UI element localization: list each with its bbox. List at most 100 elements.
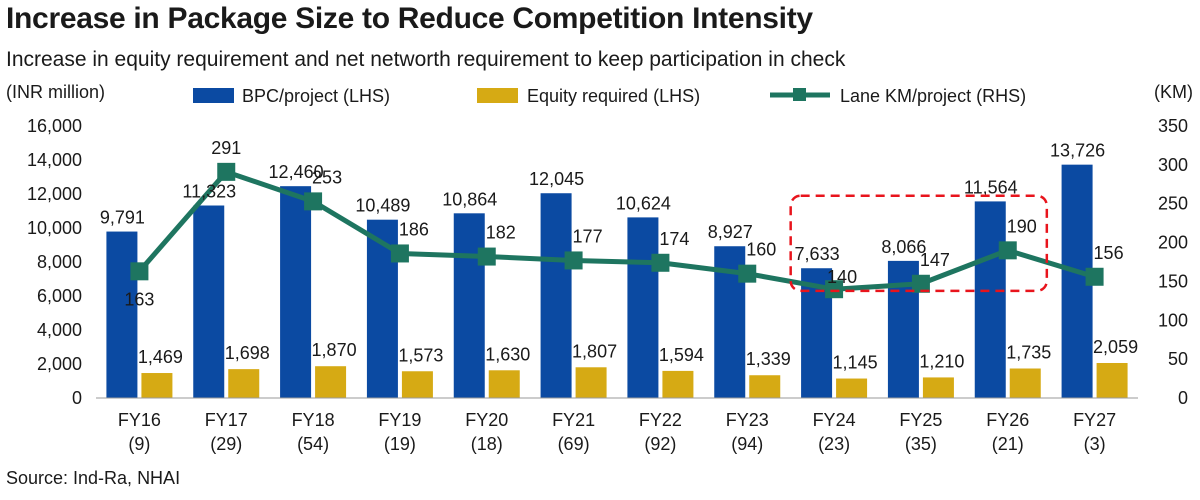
legend-swatch-lane-km-marker: [793, 88, 806, 101]
lane-km-value-label: 156: [1094, 243, 1124, 263]
legend-swatch-equity: [477, 88, 518, 103]
x-tick-label: FY27: [1073, 410, 1116, 430]
equity-value-label: 2,059: [1093, 337, 1138, 357]
chart-title: Increase in Package Size to Reduce Compe…: [6, 2, 813, 35]
x-tick-count: (29): [210, 434, 242, 454]
bpc-bar: [193, 205, 225, 398]
bpc-value-label: 13,726: [1050, 141, 1105, 161]
legend-label-bpc: BPC/project (LHS): [242, 86, 390, 106]
lane-km-line: [137, 169, 1096, 292]
left-axis-tick: 12,000: [27, 184, 82, 204]
equity-bar: [315, 366, 347, 398]
lane-km-value-label: 190: [1007, 216, 1037, 236]
legend-label-equity: Equity required (LHS): [527, 86, 700, 106]
x-tick-count: (21): [992, 434, 1024, 454]
equity-bar: [141, 373, 173, 398]
lane-km-value-label: 291: [211, 138, 241, 158]
equity-bar: [922, 377, 954, 398]
lane-km-marker: [304, 192, 323, 211]
lane-km-value-label: 160: [746, 240, 776, 260]
lane-km-marker: [390, 244, 409, 263]
left-axis: 0 2,000 4,000 6,000 8,000 10,000 12,000 14,000 1…: [27, 116, 82, 408]
bpc-value-label: 7,633: [795, 244, 840, 264]
equity-value-label: 1,573: [398, 345, 443, 365]
left-axis-tick: 0: [72, 388, 82, 408]
bpc-value-label: 12,045: [529, 169, 584, 189]
bpc-bar: [453, 213, 485, 398]
legend-swatch-bpc: [193, 88, 234, 103]
legend-label-lane-km: Lane KM/project (RHS): [840, 86, 1026, 106]
lane-km-value-label: 182: [486, 223, 516, 243]
left-axis-tick: 6,000: [37, 286, 82, 306]
equity-bar: [836, 378, 868, 398]
x-tick-count: (18): [471, 434, 503, 454]
highlight-box: [789, 194, 1049, 293]
x-tick-count: (23): [818, 434, 850, 454]
x-tick-label: FY22: [639, 410, 682, 430]
equity-bar: [1009, 368, 1041, 398]
x-tick-label: FY24: [813, 410, 856, 430]
x-tick-count: (3): [1084, 434, 1106, 454]
lane-km-value-label: 186: [399, 219, 429, 239]
legend-item-bpc: BPC/project (LHS): [193, 86, 390, 106]
left-axis-unit: (INR million): [6, 82, 105, 102]
x-tick-label: FY19: [378, 410, 421, 430]
left-axis-tick: 10,000: [27, 218, 82, 238]
equity-bar: [749, 375, 781, 398]
x-tick-label: FY26: [986, 410, 1029, 430]
equity-bar: [1096, 362, 1128, 398]
equity-value-label: 1,807: [572, 341, 617, 361]
legend-item-lane-km: Lane KM/project (RHS): [770, 86, 1026, 106]
bpc-bar: [280, 186, 312, 398]
left-axis-tick: 2,000: [37, 354, 82, 374]
lane-km-value-label: 147: [920, 250, 950, 270]
x-tick-count: (54): [297, 434, 329, 454]
legend-item-equity: Equity required (LHS): [477, 86, 700, 106]
lane-km-value-label: 140: [827, 267, 857, 287]
equity-bar: [575, 367, 607, 398]
x-tick-count: (9): [128, 434, 150, 454]
bpc-value-label: 8,927: [708, 222, 753, 242]
bpc-bar: [540, 193, 572, 398]
lane-km-marker: [477, 247, 496, 266]
x-tick-label: FY16: [118, 410, 161, 430]
bpc-bar: [627, 217, 659, 398]
legend: BPC/project (LHS) Equity required (LHS) …: [193, 86, 1026, 106]
right-axis: 0 50 100 150 200 250 300 350: [1158, 116, 1188, 408]
lane-km-value-label: 163: [124, 289, 154, 309]
source-note: Source: Ind-Ra, NHAI: [6, 468, 181, 488]
x-tick-label: FY17: [205, 410, 248, 430]
equity-value-label: 1,630: [485, 344, 530, 364]
bpc-value-label: 9,791: [100, 208, 145, 228]
lane-km-marker: [130, 262, 149, 281]
right-axis-tick: 100: [1158, 310, 1188, 330]
equity-bar: [662, 370, 694, 398]
equity-value-label: 1,698: [225, 343, 270, 363]
bpc-bar: [106, 231, 138, 398]
bpc-value-label: 10,489: [355, 196, 410, 216]
right-axis-unit: (KM): [1154, 82, 1193, 102]
lane-km-marker: [911, 274, 930, 293]
equity-value-label: 1,145: [833, 353, 878, 373]
bpc-value-label: 11,564: [964, 177, 1018, 197]
lane-km-value-label: 177: [573, 226, 603, 246]
lane-km-marker: [217, 162, 236, 181]
x-tick-label: FY25: [899, 410, 942, 430]
chart-subtitle: Increase in equity requirement and net n…: [6, 48, 846, 71]
left-axis-tick: 16,000: [27, 116, 82, 136]
x-tick-label: FY20: [465, 410, 508, 430]
equity-value-label: 1,735: [1006, 343, 1051, 363]
equity-bar: [401, 371, 433, 398]
lane-km-marker: [738, 264, 757, 283]
equity-value-label: 1,339: [746, 349, 791, 369]
equity-bar: [488, 370, 520, 398]
x-tick-label: FY21: [552, 410, 595, 430]
right-axis-tick: 200: [1158, 233, 1188, 253]
x-tick-count: (94): [731, 434, 763, 454]
equity-value-label: 1,469: [138, 347, 183, 367]
x-tick-label: FY23: [726, 410, 769, 430]
equity-value-label: 1,594: [659, 345, 704, 365]
left-axis-tick: 4,000: [37, 320, 82, 340]
right-axis-tick: 250: [1158, 194, 1188, 214]
